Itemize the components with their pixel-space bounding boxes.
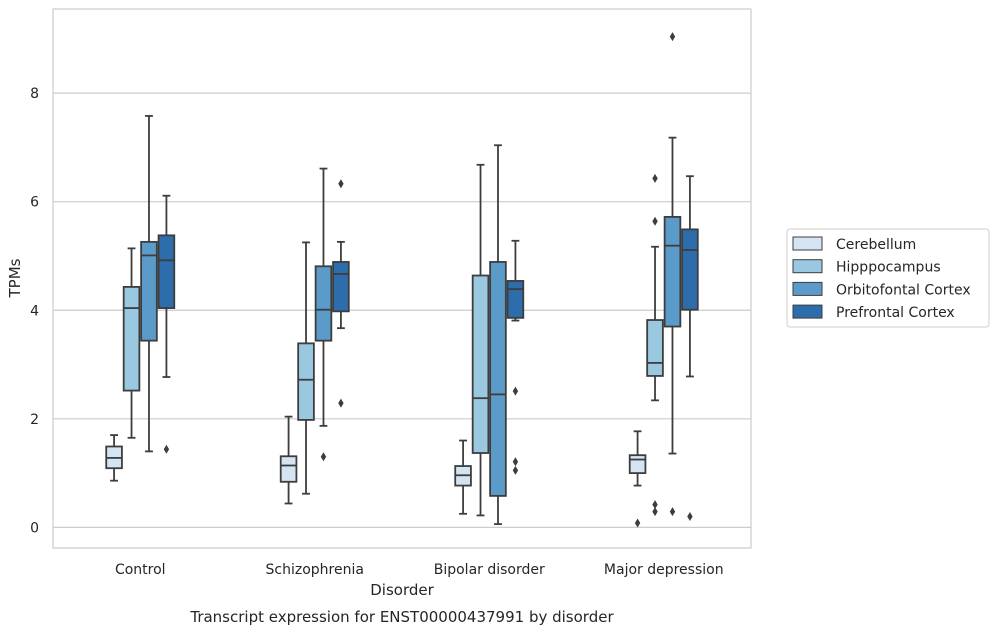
outlier-point <box>652 500 658 510</box>
series-3 <box>157 175 699 522</box>
box-s0-c2 <box>454 439 472 515</box>
box-body <box>122 286 141 392</box>
outlier-point <box>163 444 170 454</box>
x-tick-labels: Control Schizophrenia Bipolar disorder Majo… <box>115 562 724 578</box>
box-body <box>681 228 699 311</box>
box-s1-c0 <box>122 247 141 439</box>
y-tick-label-1: 2 <box>30 412 39 428</box>
outlier-point <box>652 507 658 517</box>
outlier-point <box>512 386 519 396</box>
box-s0-c3 <box>628 430 647 528</box>
x-tick-label-2: Bipolar disorder <box>434 562 545 578</box>
box-s2-c2 <box>489 144 507 526</box>
y-tick-label-4: 8 <box>30 86 39 102</box>
grid-lines <box>53 92 751 528</box>
outlier-point <box>687 512 693 522</box>
box-s3-c0 <box>157 194 176 454</box>
outlier-point <box>652 216 658 226</box>
x-tick-label-1: Schizophrenia <box>266 562 364 578</box>
series-2 <box>140 32 682 526</box>
box-body <box>279 455 298 483</box>
box-body <box>471 274 490 454</box>
x-axis-label: Disorder <box>370 581 434 599</box>
box-body <box>297 342 315 421</box>
series-0 <box>105 415 647 528</box>
box-s2-c3 <box>663 32 682 517</box>
outlier-point <box>652 173 658 183</box>
legend: Cerebellum Hipppocampus Orbitofontal Corte… <box>786 228 990 328</box>
box-s0-c1 <box>279 415 298 505</box>
box-body <box>332 261 350 313</box>
outlier-point <box>669 32 676 42</box>
legend-swatch-2 <box>792 281 823 296</box>
box-s1-c1 <box>297 241 315 495</box>
outlier-point <box>320 452 327 462</box>
box-body <box>489 261 507 497</box>
outlier-point <box>512 465 519 475</box>
legend-swatch-3 <box>792 304 823 319</box>
box-body <box>646 319 664 377</box>
box-body <box>140 240 158 342</box>
x-tick-label-0: Control <box>115 562 166 578</box>
box-body <box>506 280 525 319</box>
box-body <box>663 215 682 328</box>
legend-label-1: Hipppocampus <box>836 260 941 276</box>
x-tick-label-3: Major depression <box>604 562 724 578</box>
box-s3-c1 <box>332 179 350 408</box>
y-tick-label-0: 0 <box>30 520 39 536</box>
legend-frame <box>786 228 990 328</box>
y-tick-label-2: 4 <box>30 303 39 319</box>
y-tick-labels: 0 2 4 6 8 <box>30 86 39 536</box>
legend-items: Cerebellum Hipppocampus Orbitofontal Corte… <box>792 236 971 321</box>
outlier-point <box>338 179 344 189</box>
legend-label-3: Prefrontal Cortex <box>836 305 955 321</box>
y-tick-label-3: 6 <box>30 195 39 211</box>
box-s2-c1 <box>314 167 333 462</box>
box-s3-c2 <box>506 239 525 475</box>
box-body <box>628 454 647 474</box>
legend-swatch-0 <box>792 236 823 251</box>
outlier-point <box>634 518 641 528</box>
box-s1-c2 <box>471 163 490 517</box>
chart-caption: Transcript expression for ENST0000043799… <box>189 608 614 626</box>
y-axis-label: TPMs <box>6 258 24 298</box>
box-body <box>157 234 176 309</box>
box-s3-c3 <box>681 175 699 522</box>
outlier-point <box>512 457 519 467</box>
box-s2-c0 <box>140 115 158 453</box>
legend-swatch-1 <box>792 259 823 274</box>
box-groups <box>105 32 699 528</box>
box-s0-c0 <box>105 434 123 482</box>
box-s1-c3 <box>646 173 664 517</box>
outlier-point <box>669 507 676 517</box>
legend-label-0: Cerebellum <box>836 237 916 253</box>
legend-label-2: Orbitofontal Cortex <box>836 282 971 298</box>
outlier-point <box>338 398 344 408</box>
box-body <box>314 265 333 342</box>
series-1 <box>122 163 664 517</box>
